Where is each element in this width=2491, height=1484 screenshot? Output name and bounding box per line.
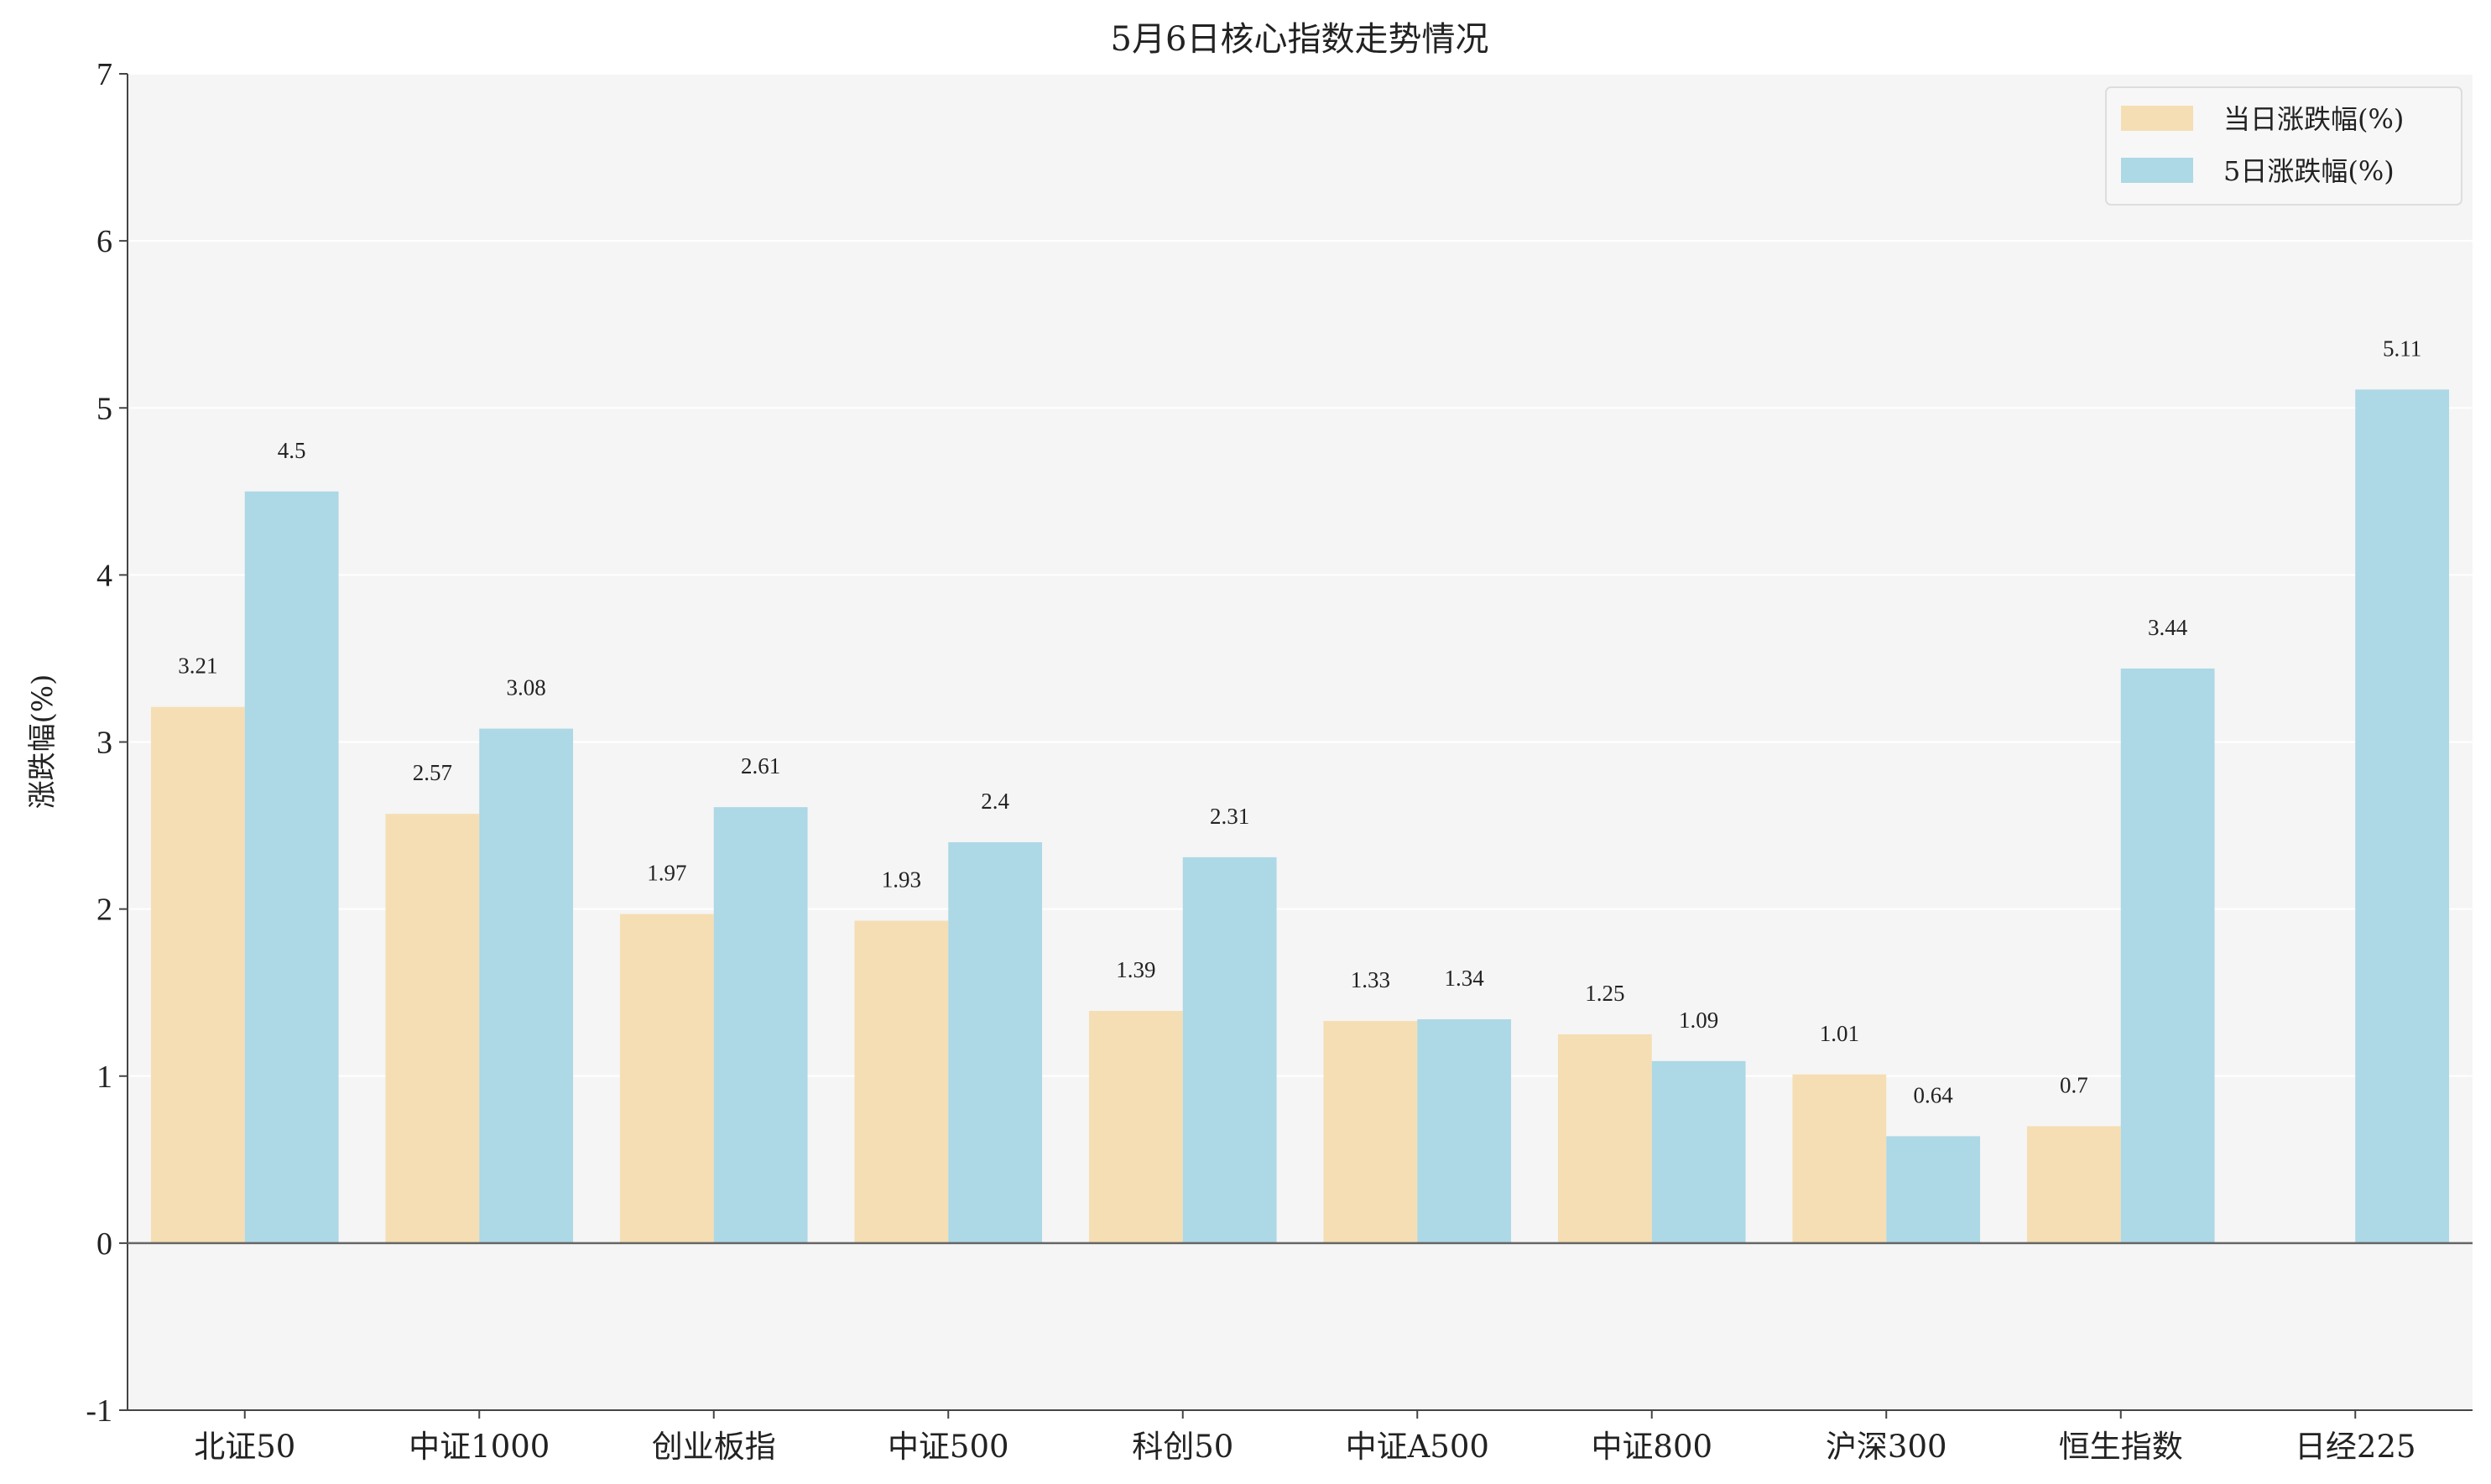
- y-tick-label: 2: [96, 893, 112, 928]
- data-label-5day-7: 0.64: [1914, 1082, 1954, 1107]
- data-label-daily-8: 0.7: [2060, 1072, 2088, 1097]
- x-tick-label: 中证500: [888, 1429, 1009, 1465]
- data-label-daily-7: 1.01: [1820, 1021, 1859, 1046]
- data-label-5day-6: 1.09: [1679, 1008, 1718, 1033]
- data-label-daily-1: 2.57: [413, 760, 452, 785]
- data-label-daily-3: 1.93: [882, 867, 921, 893]
- data-label-daily-4: 1.39: [1116, 957, 1155, 982]
- y-tick-label: 5: [96, 391, 112, 426]
- legend-label-5day: 5日涨跌幅(%): [2223, 155, 2395, 187]
- bar-daily-6: [1557, 1034, 1652, 1243]
- bar-daily-7: [1792, 1074, 1887, 1243]
- bar-5day-8: [2120, 668, 2215, 1243]
- data-label-5day-8: 3.44: [2148, 615, 2188, 640]
- y-tick-label: 4: [96, 558, 112, 593]
- bar-5day-7: [1886, 1136, 1981, 1243]
- bar-5day-6: [1651, 1060, 1746, 1243]
- bar-5day-5: [1417, 1019, 1512, 1243]
- x-tick-label: 中证A500: [1346, 1429, 1489, 1465]
- x-tick-label: 日经225: [2295, 1429, 2416, 1465]
- data-label-daily-0: 3.21: [178, 653, 217, 679]
- bar-5day-4: [1182, 857, 1277, 1243]
- y-axis-label: 涨跌幅(%): [26, 674, 60, 810]
- data-labels: 3.21 2.57 1.97 1.93 1.39 1.33 1.25 1.01 0.7 4.5 3.…: [178, 336, 2421, 1107]
- legend-label-daily: 当日涨跌幅(%): [2223, 103, 2404, 135]
- bar-5day-0: [244, 491, 339, 1243]
- chart-title: 5月6日核心指数走势情况: [1111, 20, 1489, 59]
- y-tick-label: 3: [96, 726, 112, 761]
- bar-daily-0: [150, 706, 245, 1243]
- legend-box: [2105, 86, 2462, 206]
- data-label-daily-6: 1.25: [1585, 981, 1624, 1006]
- data-label-5day-3: 2.4: [981, 789, 1009, 814]
- legend-swatch-5day: [2121, 158, 2193, 183]
- y-tick-label: 6: [96, 224, 112, 259]
- data-label-5day-9: 5.11: [2383, 336, 2421, 361]
- bar-daily-4: [1088, 1011, 1183, 1243]
- y-tick-label: 0: [96, 1226, 112, 1262]
- data-label-daily-5: 1.33: [1351, 967, 1390, 992]
- y-tick-label: 1: [96, 1060, 112, 1095]
- bar-5day-9: [2355, 389, 2450, 1243]
- axes: -1 0 1 2 3 4 5 6 7 北证50 中证1000 创业板指 中证500 科创50 中证A500 中…: [86, 57, 2473, 1465]
- data-label-daily-2: 1.97: [647, 861, 686, 886]
- x-tick-label: 中证800: [1591, 1429, 1712, 1465]
- y-tick-label: 7: [96, 57, 112, 92]
- bar-5day-1: [479, 728, 574, 1243]
- bar-daily-3: [854, 920, 949, 1243]
- data-label-5day-4: 2.31: [1210, 804, 1249, 829]
- data-label-5day-0: 4.5: [278, 438, 306, 463]
- legend: 当日涨跌幅(%) 5日涨跌幅(%): [2105, 86, 2462, 206]
- bars: [150, 389, 2450, 1243]
- x-tick-label: 北证50: [194, 1429, 295, 1465]
- bar-5day-3: [948, 841, 1043, 1243]
- y-tick-label: -1: [86, 1393, 112, 1429]
- x-tick-label: 中证1000: [409, 1429, 550, 1465]
- bar-daily-5: [1323, 1021, 1418, 1243]
- data-label-5day-1: 3.08: [507, 675, 546, 700]
- bar-daily-2: [619, 914, 714, 1243]
- x-tick-label: 恒生指数: [2059, 1429, 2183, 1465]
- bar-daily-1: [385, 814, 480, 1243]
- bar-5day-2: [713, 807, 808, 1243]
- legend-swatch-daily: [2121, 106, 2193, 131]
- x-tick-label: 科创50: [1132, 1429, 1233, 1465]
- data-label-5day-2: 2.61: [741, 753, 780, 778]
- x-tick-label: 创业板指: [652, 1429, 776, 1465]
- x-tick-label: 沪深300: [1826, 1429, 1947, 1465]
- data-label-5day-5: 1.34: [1445, 966, 1485, 991]
- bar-daily-8: [2026, 1126, 2121, 1243]
